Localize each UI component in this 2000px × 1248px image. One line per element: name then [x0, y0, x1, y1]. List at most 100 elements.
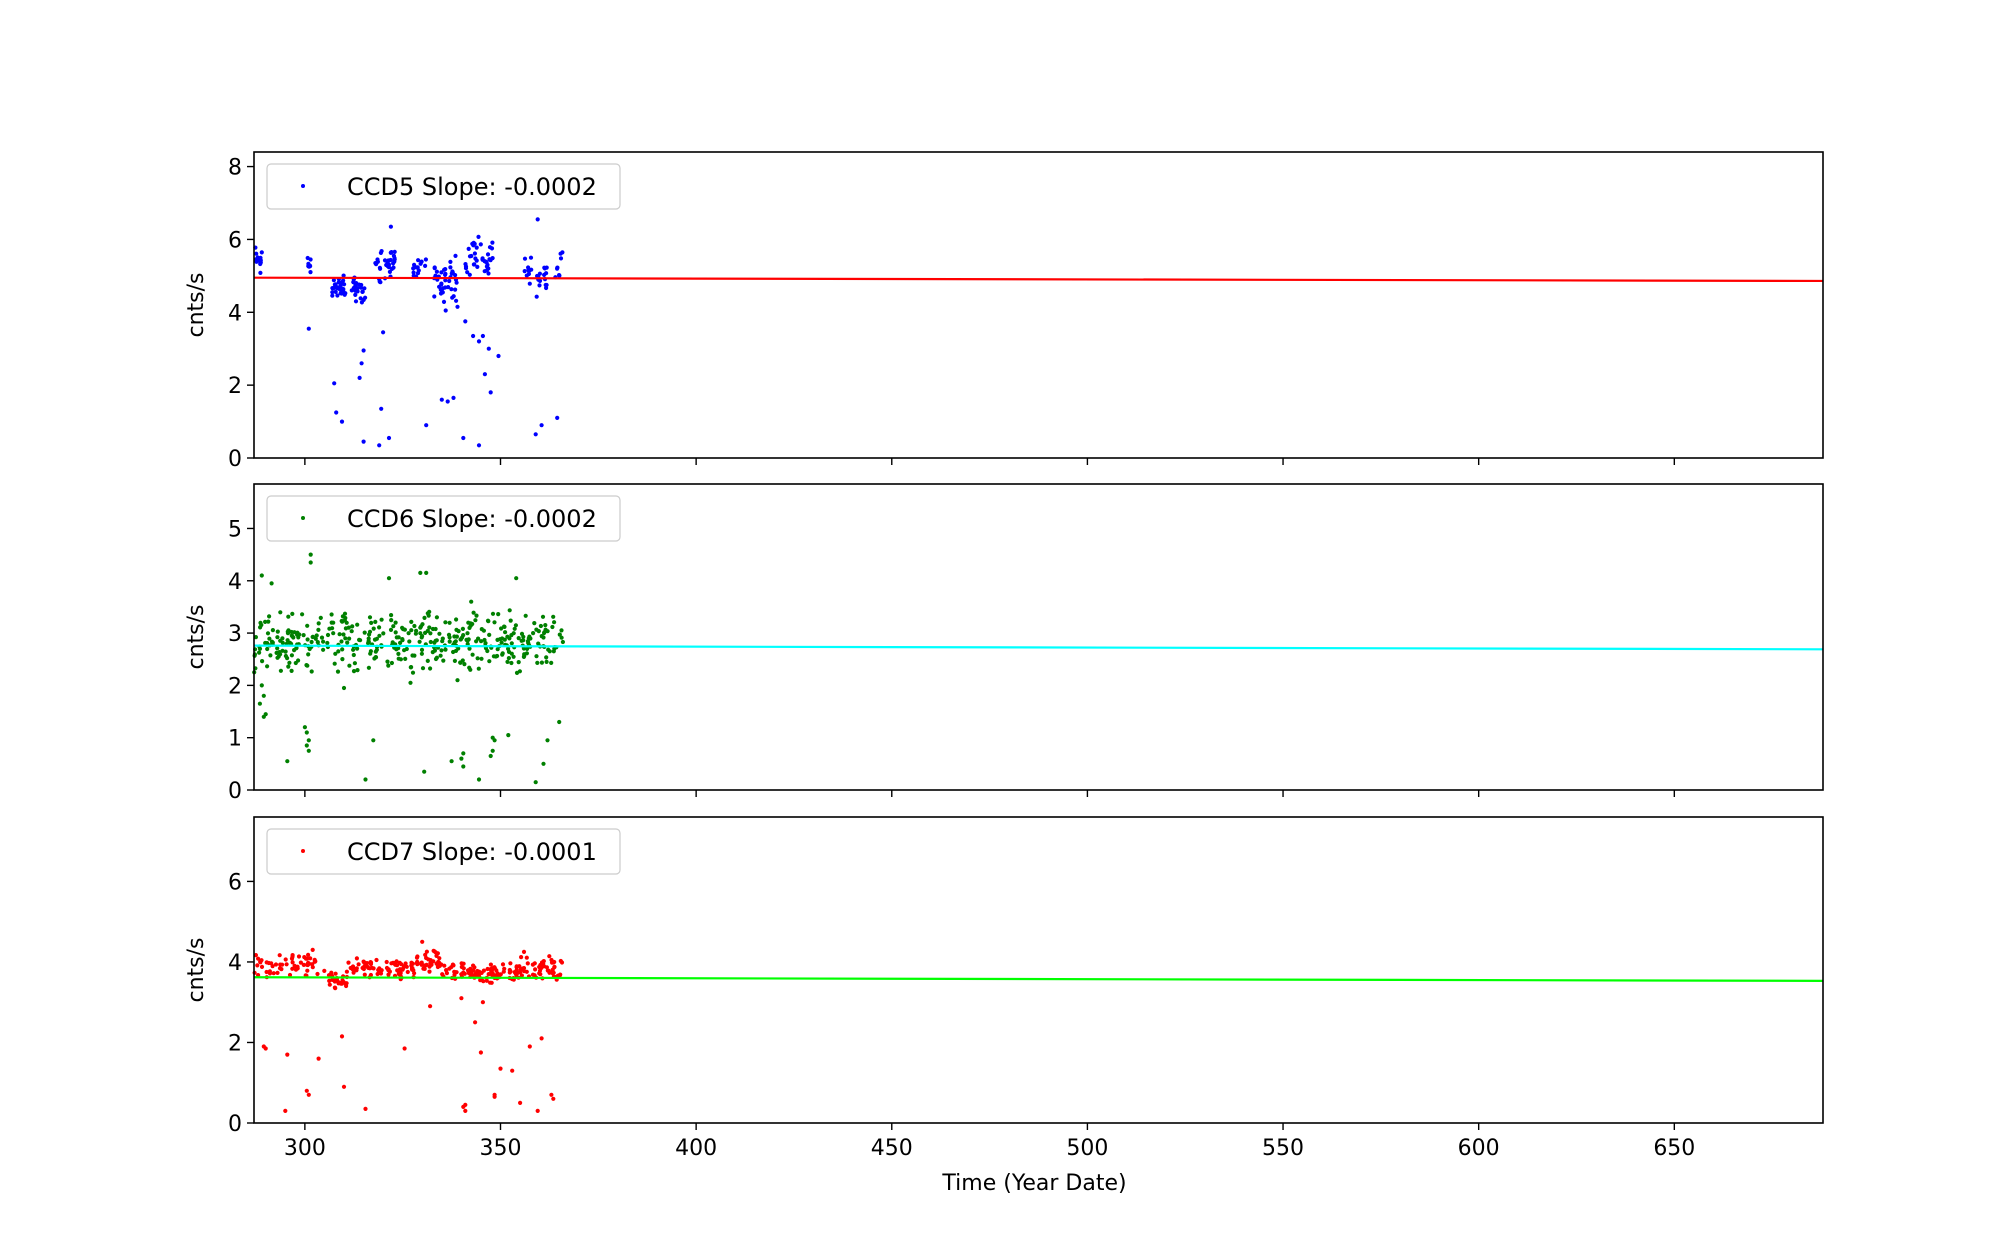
data-point — [428, 1004, 433, 1009]
data-point — [521, 634, 526, 639]
data-point — [423, 263, 428, 268]
data-point — [260, 659, 265, 664]
data-point — [539, 423, 544, 428]
data-point — [495, 971, 500, 976]
data-point — [476, 339, 482, 344]
data-point — [296, 954, 302, 959]
data-point — [408, 665, 413, 670]
data-point — [321, 647, 326, 652]
data-point — [254, 251, 259, 256]
data-point — [381, 330, 386, 335]
data-point — [388, 257, 393, 263]
data-point — [274, 650, 279, 656]
data-point — [377, 633, 382, 638]
data-point — [475, 968, 480, 974]
data-point — [350, 967, 355, 972]
data-point — [314, 633, 319, 638]
y-tick-label: 8 — [228, 156, 242, 181]
data-point — [327, 982, 332, 987]
data-point — [434, 269, 439, 274]
data-point — [265, 631, 271, 636]
data-point — [459, 996, 464, 1001]
data-point — [535, 1108, 540, 1113]
data-point — [405, 969, 410, 975]
data-point — [462, 971, 467, 976]
data-point — [425, 628, 430, 634]
data-point — [513, 623, 519, 628]
data-point — [278, 668, 283, 673]
data-point — [371, 738, 376, 743]
data-point — [490, 240, 495, 245]
data-point — [492, 965, 497, 970]
data-point — [409, 619, 414, 625]
data-point — [280, 636, 285, 641]
data-point — [343, 636, 348, 641]
data-point — [377, 970, 382, 975]
y-ticks: 0 1 2 3 4 5 — [228, 517, 254, 804]
data-point — [550, 624, 555, 630]
data-point — [432, 294, 437, 299]
data-point — [400, 637, 405, 642]
data-point — [386, 972, 391, 977]
data-point — [308, 560, 313, 565]
data-point — [470, 652, 475, 657]
data-point — [430, 626, 436, 632]
data-point — [537, 283, 542, 288]
data-point — [341, 632, 346, 637]
data-point — [424, 955, 429, 961]
data-point — [310, 634, 315, 639]
data-point — [287, 660, 292, 665]
data-point — [360, 289, 365, 294]
data-point — [261, 714, 266, 719]
legend-marker — [301, 516, 305, 520]
y-tick-label: 0 — [228, 1112, 242, 1137]
y-tick-label: 0 — [228, 779, 242, 804]
trend-line-path — [253, 276, 1824, 283]
data-point — [419, 647, 425, 653]
data-point — [557, 632, 562, 637]
data-point — [351, 652, 356, 658]
data-point — [474, 639, 479, 644]
data-point — [285, 656, 290, 661]
data-point — [450, 270, 455, 275]
data-point — [507, 636, 512, 641]
data-point — [485, 252, 491, 257]
data-point — [522, 269, 527, 274]
data-point — [538, 972, 543, 977]
data-point — [286, 664, 291, 669]
data-point — [443, 271, 448, 276]
data-point — [393, 620, 398, 625]
data-point — [362, 286, 367, 291]
data-point — [488, 980, 493, 985]
data-point — [559, 628, 564, 633]
data-point — [428, 639, 433, 645]
data-point — [351, 647, 356, 652]
data-point — [263, 619, 268, 625]
data-point — [305, 956, 310, 961]
data-point — [389, 613, 394, 618]
data-point — [498, 1066, 503, 1071]
data-point — [386, 663, 391, 668]
data-point — [346, 960, 351, 965]
data-point — [389, 660, 394, 666]
data-point — [322, 968, 327, 974]
y-ticks: 0 2 4 6 — [228, 870, 254, 1137]
data-point — [355, 668, 360, 673]
data-point — [268, 653, 273, 658]
data-point — [280, 640, 285, 646]
data-point — [526, 267, 531, 272]
legend-marker — [301, 184, 305, 188]
data-point — [278, 610, 283, 615]
data-point — [344, 620, 349, 625]
data-point — [534, 294, 539, 299]
data-point — [428, 666, 433, 671]
data-point — [456, 629, 461, 634]
data-point — [488, 962, 493, 967]
data-point — [363, 777, 368, 782]
data-point — [544, 285, 549, 291]
data-point — [425, 658, 430, 664]
data-point — [402, 627, 407, 632]
data-point — [407, 639, 412, 644]
data-point — [514, 576, 519, 581]
data-point — [465, 968, 471, 973]
